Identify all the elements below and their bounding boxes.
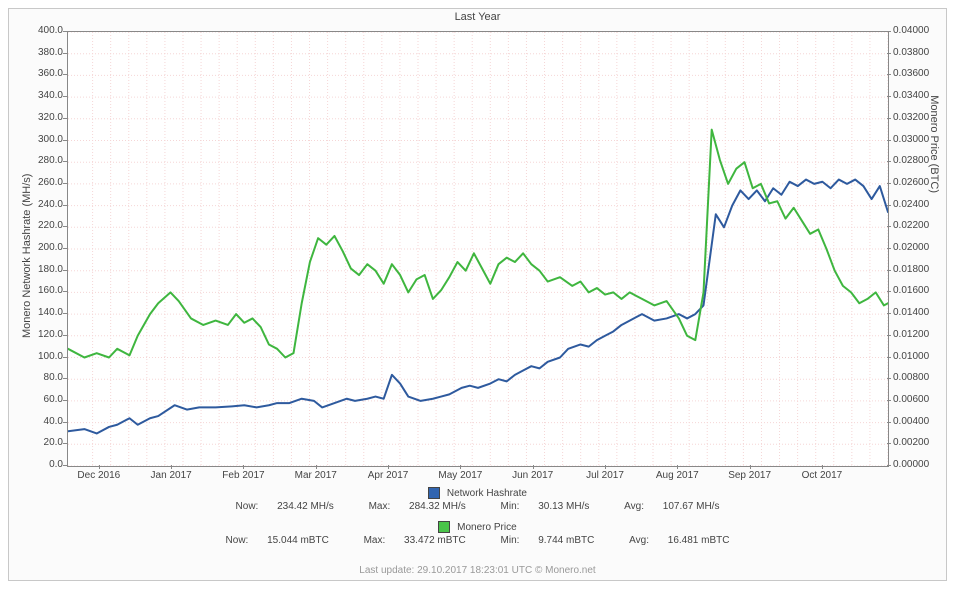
legend-hashrate: Network Hashrate Now: 234.42 MH/s Max: 2… [9,487,946,512]
legend-title-hashrate: Network Hashrate [447,488,527,499]
legend-title-price: Monero Price [457,522,516,533]
legend-swatch-hashrate [428,487,440,499]
footer-text: Last update: 29.10.2017 18:23:01 UTC © M… [9,565,946,576]
chart-title: Last Year [9,11,946,23]
legend-swatch-price [438,521,450,533]
plot-svg [68,32,888,466]
plot-area [67,31,889,467]
chart-frame: Last Year Monero Network Hashrate (MH/s)… [8,8,947,581]
legend-stats-price: Now: 15.044 mBTC Max: 33.472 mBTC Min: 9… [9,535,946,546]
legend-stats-hashrate: Now: 234.42 MH/s Max: 284.32 MH/s Min: 3… [9,501,946,512]
chart-container: Last Year Monero Network Hashrate (MH/s)… [0,0,955,589]
legend-price: Monero Price Now: 15.044 mBTC Max: 33.47… [9,521,946,546]
